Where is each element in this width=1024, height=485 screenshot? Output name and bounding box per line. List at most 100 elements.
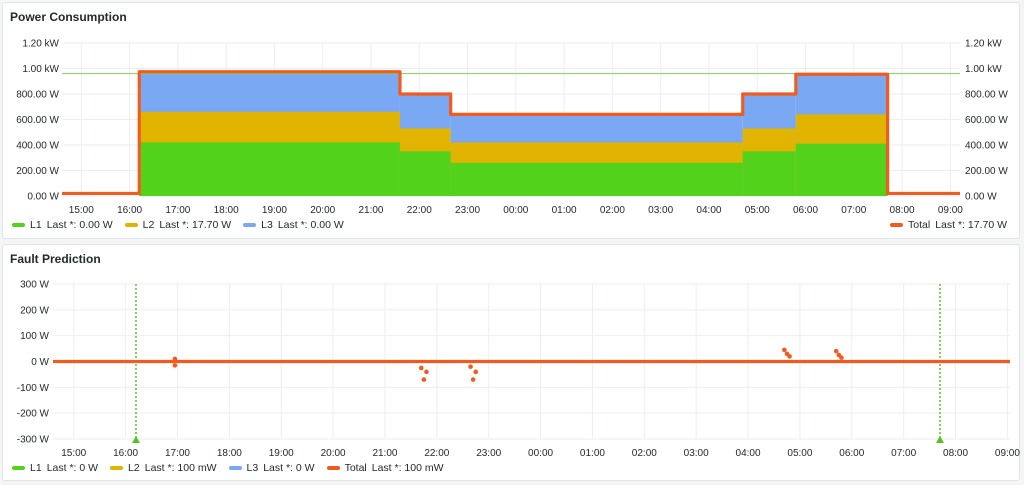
x-tick-label: 07:00 (841, 205, 866, 216)
legend-item-L1[interactable]: L1 Last *: 0.00 W (12, 219, 113, 231)
y-tick-label-right: 1.00 kW (965, 64, 1002, 75)
x-tick-label: 00:00 (528, 448, 553, 459)
legend-last-value: Last *: 0 W (46, 462, 99, 474)
x-tick-label: 00:00 (503, 205, 528, 216)
x-tick-label: 02:00 (600, 205, 625, 216)
x-tick-label: 06:00 (793, 205, 818, 216)
legend-item-L2[interactable]: L2 Last *: 17.70 W (124, 219, 232, 231)
data-point (833, 348, 839, 354)
x-tick-label: 08:00 (890, 205, 915, 216)
y-tick-label: -100 W (17, 383, 50, 394)
x-tick-label: 02:00 (632, 448, 657, 459)
y-tick-label-right: 0.00 W (965, 192, 997, 203)
x-tick-label: 01:00 (552, 205, 577, 216)
legend-swatch (243, 223, 257, 227)
legend-swatch (12, 466, 25, 470)
data-point (787, 354, 792, 359)
x-tick-label: 20:00 (321, 448, 346, 459)
x-tick-label: 03:00 (648, 205, 673, 216)
power-consumption-panel: Power Consumption 1.20 kW 1.20 kW 1.00 kW 1… (2, 2, 1020, 239)
legend-swatch (890, 223, 904, 227)
legend-last-value: Last *: 100 mW (144, 462, 217, 474)
area-L1 (795, 143, 888, 196)
data-point (418, 365, 424, 371)
legend-last-value: Last *: 0 W (263, 462, 315, 474)
x-tick-label: 16:00 (113, 448, 138, 459)
y-tick-label: 100 W (20, 331, 49, 342)
area-L1 (399, 151, 451, 196)
y-tick-label-right: 200.00 W (965, 166, 1008, 177)
x-tick-label: 23:00 (455, 205, 480, 216)
x-tick-label: 08:00 (943, 448, 968, 459)
legend-last-value: Last *: 0.00 W (277, 219, 344, 231)
area-L1 (139, 142, 400, 196)
x-tick-label: 19:00 (262, 205, 287, 216)
legend-item-Total[interactable]: Total Last *: 17.70 W (890, 219, 1007, 231)
legend-last-value: Last *: 17.70 W (935, 219, 1007, 231)
annotation-marker (131, 436, 140, 443)
panel-title[interactable]: Fault Prediction (10, 252, 101, 266)
x-tick-label: 18:00 (214, 205, 239, 216)
y-tick-label: 600.00 W (16, 115, 59, 126)
fault-prediction-chart: 300 W 200 W 100 W 0 W -100 W -200 W -300 W 15:0… (17, 280, 1021, 460)
data-point (839, 355, 844, 360)
x-tick-label: 07:00 (891, 448, 916, 459)
area-L1 (742, 151, 796, 196)
x-tick-label: 03:00 (684, 448, 709, 459)
legend-series-name: L1 (30, 219, 42, 231)
y-tick-label: 200 W (20, 305, 49, 316)
x-tick-label: 15:00 (61, 448, 86, 459)
data-point (421, 377, 427, 382)
legend-item-L3[interactable]: L3 Last *: 0 W (228, 462, 315, 474)
legend-swatch (124, 223, 138, 227)
x-tick-label: 06:00 (839, 448, 864, 459)
data-point (424, 369, 429, 375)
legend-item-Total[interactable]: Total Last *: 100 mW (326, 462, 444, 474)
y-tick-label: -200 W (17, 409, 50, 420)
y-tick-label: 400.00 W (16, 141, 59, 152)
y-tick-label: 0.00 W (27, 192, 59, 203)
x-tick-label: 18:00 (217, 448, 242, 459)
x-tick-label: 19:00 (269, 448, 294, 459)
y-tick-label: 800.00 W (16, 90, 59, 101)
y-tick-label-right: 600.00 W (965, 115, 1008, 126)
legend-series-name: Total (344, 462, 367, 474)
legend-series-name: L3 (246, 462, 259, 474)
area-L1 (450, 162, 743, 196)
legend-item-L1[interactable]: L1 Last *: 0 W (12, 462, 98, 474)
x-tick-label: 04:00 (736, 448, 761, 459)
legend-swatch (110, 466, 124, 470)
data-point (782, 347, 787, 353)
x-tick-label: 05:00 (745, 205, 770, 216)
legend-item-L2[interactable]: L2 Last *: 100 mW (110, 462, 217, 474)
legend-series-name: L3 (261, 219, 273, 231)
series-total-line (62, 70, 960, 196)
legend-series-name: Total (908, 219, 931, 231)
panel-title[interactable]: Power Consumption (10, 10, 127, 24)
power-consumption-chart: 1.20 kW 1.20 kW 1.00 kW 1.00 kW 800.00 W 800.… (16, 39, 1008, 217)
legend-right: Total Last *: 17.70 W (890, 219, 1019, 231)
y-tick-label: 300 W (20, 280, 49, 291)
legend: L1 Last *: 0 W L2 Last *: 100 mW L3 Last *: 0… (12, 462, 456, 474)
x-tick-label: 09:00 (995, 448, 1020, 459)
y-tick-label-right: 400.00 W (965, 141, 1008, 152)
legend-series-name: L2 (142, 219, 155, 231)
legend-last-value: Last *: 17.70 W (159, 219, 232, 231)
x-tick-label: 16:00 (117, 205, 142, 216)
x-tick-label: 21:00 (358, 205, 383, 216)
y-tick-label: -300 W (17, 435, 50, 446)
data-point (172, 363, 178, 368)
legend-series-name: L2 (128, 462, 140, 474)
legend-last-value: Last *: 100 mW (371, 462, 444, 474)
legend-swatch (326, 466, 340, 470)
legend-swatch (228, 466, 242, 470)
legend-series-name: L1 (30, 462, 42, 474)
legend: L1 Last *: 0.00 W L2 Last *: 17.70 W L3 Last … (12, 219, 356, 231)
annotation-marker (935, 436, 944, 443)
y-tick-label-right: 800.00 W (965, 90, 1008, 101)
x-tick-label: 22:00 (407, 205, 432, 216)
x-tick-label: 17:00 (165, 205, 190, 216)
x-tick-label: 20:00 (310, 205, 335, 216)
legend-item-L3[interactable]: L3 Last *: 0.00 W (243, 219, 344, 231)
x-tick-label: 04:00 (696, 205, 721, 216)
